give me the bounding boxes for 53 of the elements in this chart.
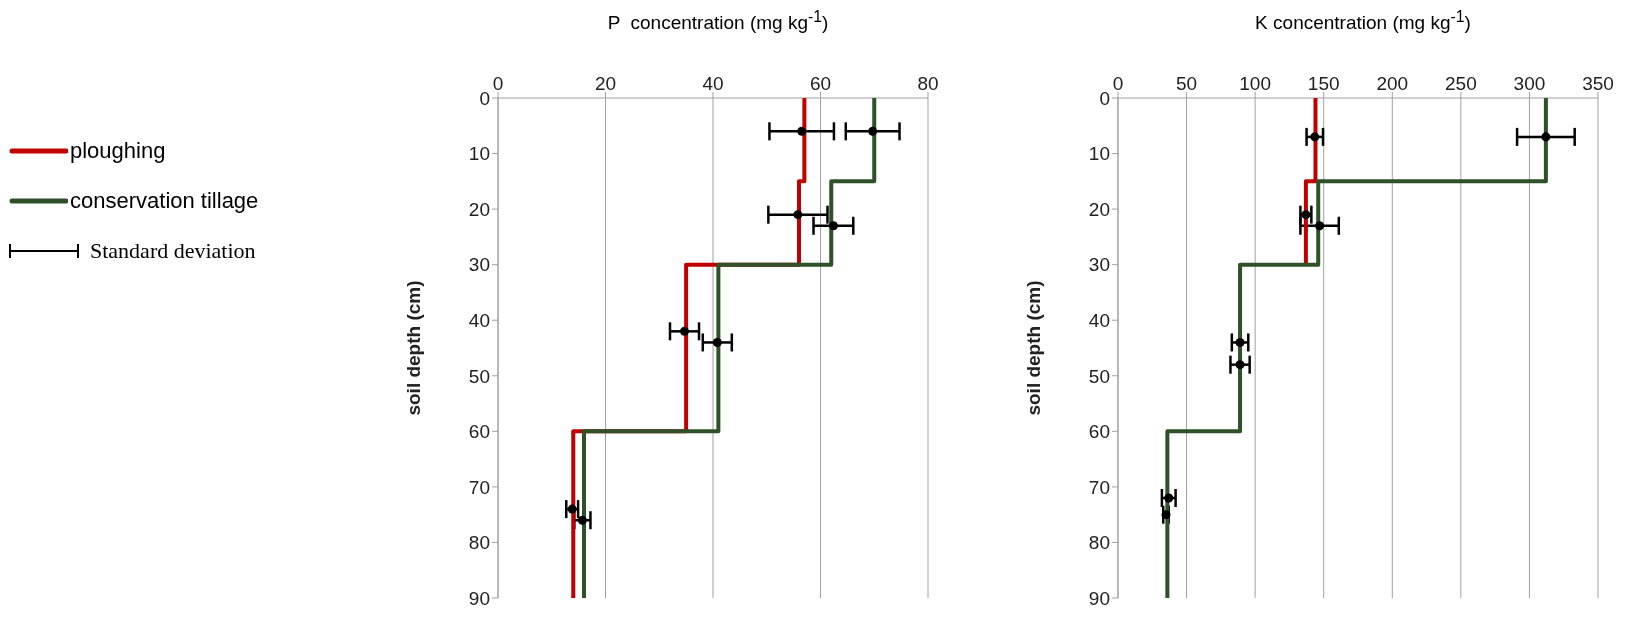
y-tick-label: 50 [468, 365, 490, 387]
point [712, 337, 722, 347]
point [1235, 360, 1245, 370]
point [793, 210, 803, 220]
y-tick-label: 90 [1088, 587, 1110, 609]
y-tick-label: 0 [1099, 87, 1110, 109]
y-tick-label: 70 [468, 476, 490, 498]
point [828, 221, 838, 231]
point [1315, 221, 1325, 231]
x-tick-label: 0 [492, 73, 504, 94]
point [577, 515, 587, 525]
x-tick-label: 20 [594, 73, 617, 94]
y-tick-label: 60 [1088, 421, 1110, 443]
point [1310, 132, 1320, 142]
x-tick-label: 300 [1513, 73, 1546, 94]
point [868, 126, 878, 136]
y-tick-label: 80 [1088, 532, 1110, 554]
point [797, 126, 807, 136]
legend-label: Standard deviation [90, 238, 256, 264]
point [680, 326, 690, 336]
y-tick-label: 20 [468, 198, 490, 220]
y-tick-label: 80 [468, 532, 490, 554]
y-tick-label: 50 [1088, 365, 1110, 387]
y-tick-label: 0 [479, 87, 490, 109]
y-tick-label: 60 [468, 421, 490, 443]
x-tick-label: 80 [917, 73, 939, 94]
y-axis-title: soil depth (cm) [402, 280, 424, 416]
x-tick-label: 200 [1376, 73, 1409, 94]
y-tick-label: 10 [468, 143, 490, 165]
x-axis-title: K concentration (mg kg$^{-1}$) [1254, 8, 1472, 36]
point [1541, 132, 1551, 142]
x-tick-label: 350 [1582, 73, 1614, 94]
point [1161, 510, 1171, 520]
x-tick-label: 50 [1176, 73, 1198, 94]
x-tick-label: 100 [1239, 73, 1271, 94]
x-tick-label: 60 [809, 73, 832, 94]
y-tick-label: 30 [468, 254, 490, 276]
y-tick-label: 40 [468, 309, 490, 331]
legend-label: conservation tillage [70, 188, 259, 214]
y-tick-label: 20 [1088, 198, 1110, 220]
x-axis-title: P concentration (mg kg$^{-1}$) [606, 8, 830, 36]
y-axis-title: soil depth (cm) [1022, 280, 1044, 416]
point [1235, 337, 1245, 347]
x-tick-label: 40 [702, 73, 724, 94]
y-tick-label: 40 [1088, 309, 1110, 331]
y-tick-label: 30 [1088, 254, 1110, 276]
x-tick-label: 250 [1445, 73, 1477, 94]
y-tick-label: 70 [1088, 476, 1110, 498]
legend-label: ploughing [70, 138, 166, 164]
x-tick-label: 0 [1112, 73, 1124, 94]
y-tick-label: 10 [1088, 143, 1110, 165]
x-tick-label: 150 [1307, 73, 1340, 94]
y-tick-label: 90 [468, 587, 490, 609]
